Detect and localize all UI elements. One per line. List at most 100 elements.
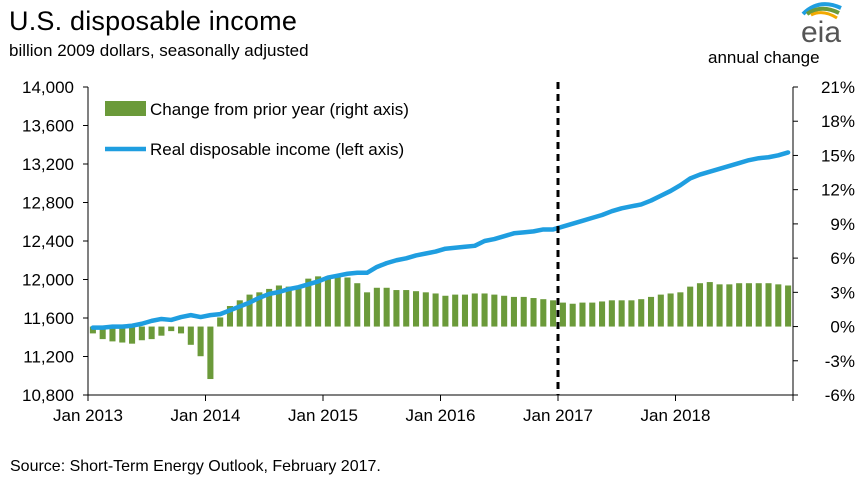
bar (647, 296, 655, 327)
bar (706, 282, 713, 327)
left-tick-label: 11,600 (23, 309, 74, 328)
bar (412, 291, 420, 327)
bar (785, 285, 792, 327)
right-tick-label: 0% (830, 318, 855, 337)
bar (226, 306, 234, 327)
left-tick-label: 10,800 (22, 386, 74, 405)
bar (736, 283, 743, 327)
bar (275, 285, 282, 327)
right-tick-label: 21% (821, 78, 855, 97)
bar (481, 293, 488, 327)
bar (403, 290, 410, 327)
bar (618, 300, 625, 327)
bar (559, 302, 566, 327)
legend: Change from prior year (right axis) Real… (105, 100, 409, 159)
bar (471, 293, 478, 327)
income-line (90, 150, 791, 330)
bar (295, 286, 302, 327)
right-tick-label: -3% (825, 352, 855, 371)
right-axis-title: annual change (708, 48, 820, 67)
legend-line-label: Real disposable income (left axis) (150, 140, 404, 159)
bar (168, 326, 175, 332)
left-tick-label: 12,000 (22, 271, 74, 290)
bar (726, 284, 733, 327)
bar (109, 326, 116, 342)
bar (638, 299, 645, 327)
right-tick-label: -6% (825, 386, 855, 405)
bar (775, 284, 782, 327)
bar (99, 326, 106, 340)
x-tick-label: Jan 2017 (523, 406, 593, 425)
right-tick-label: 18% (821, 112, 855, 131)
right-axis: -6% -3% 0% 3% 6% 9% 12% 15% 18% 21% (792, 78, 855, 405)
bar (422, 292, 429, 327)
x-tick-label: Jan 2013 (53, 406, 123, 425)
left-tick-label: 12,800 (22, 194, 74, 213)
bar (138, 326, 145, 341)
bar (393, 290, 400, 327)
bar (177, 326, 185, 334)
bar (579, 302, 586, 327)
right-tick-label: 6% (830, 249, 855, 268)
legend-bar-swatch (105, 101, 146, 116)
bar (158, 326, 165, 336)
legend-bar-label: Change from prior year (right axis) (150, 100, 409, 119)
bar (266, 288, 273, 327)
bar (334, 275, 341, 327)
svg-text:eia: eia (801, 16, 841, 44)
bar-series (89, 275, 792, 380)
bar (324, 276, 331, 327)
left-tick-label: 13,600 (22, 117, 74, 136)
bar (217, 317, 224, 327)
bar (687, 286, 694, 327)
bar (148, 326, 155, 340)
bar (373, 287, 380, 327)
eia-logo: eia (781, 0, 857, 49)
x-tick-label: Jan 2015 (288, 406, 358, 425)
right-tick-label: 12% (821, 181, 855, 200)
bar (628, 300, 635, 327)
bar (207, 326, 214, 380)
bar (540, 299, 547, 327)
bar (657, 294, 664, 327)
bar (716, 284, 723, 327)
bar (452, 294, 459, 327)
bar (608, 300, 615, 327)
right-tick-label: 9% (830, 215, 855, 234)
source-note: Source: Short-Term Energy Outlook, Febru… (10, 458, 381, 475)
bar (745, 283, 752, 327)
bar (119, 326, 126, 343)
x-tick-label: Jan 2016 (406, 406, 476, 425)
bar (491, 294, 498, 327)
bar (510, 296, 517, 327)
bar (383, 287, 390, 327)
bar (530, 298, 537, 327)
bar (501, 295, 508, 327)
bar (354, 283, 361, 327)
x-tick-label: Jan 2018 (641, 406, 711, 425)
right-tick-label: 3% (830, 283, 855, 302)
left-tick-label: 13,200 (22, 155, 74, 174)
left-tick-label: 14,000 (22, 78, 74, 97)
bar (696, 283, 704, 327)
x-tick-label: Jan 2014 (171, 406, 241, 425)
bar (599, 301, 606, 327)
bar (364, 292, 371, 327)
bar (569, 303, 576, 327)
bar (246, 294, 253, 327)
bar (677, 292, 684, 327)
bar (187, 326, 194, 345)
left-axis: 10,800 11,200 11,600 12,000 12,400 12,800 13,2… (22, 78, 89, 405)
bar (197, 326, 204, 357)
bar (461, 294, 469, 327)
bar (765, 283, 772, 327)
bar (550, 300, 557, 327)
bar (129, 326, 136, 344)
bar (589, 302, 596, 327)
bar (89, 326, 96, 334)
bar (344, 277, 351, 327)
bar (755, 283, 762, 327)
left-tick-label: 11,200 (23, 348, 74, 367)
